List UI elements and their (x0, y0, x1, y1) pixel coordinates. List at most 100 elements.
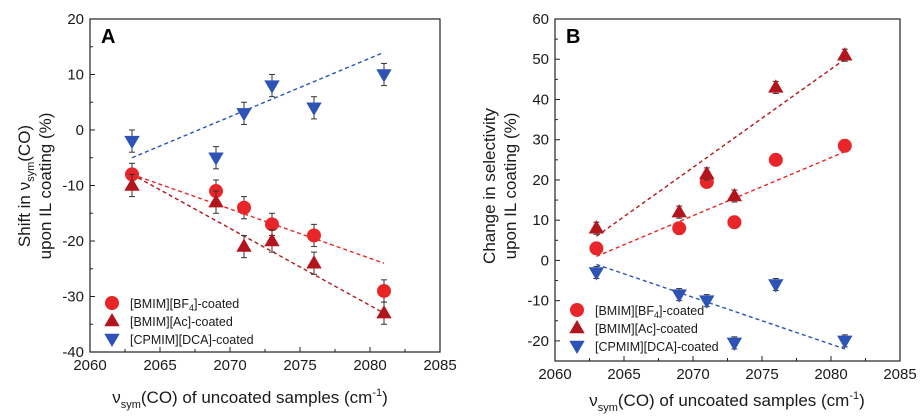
data-point (727, 215, 742, 230)
x-tick-label: 2075 (745, 366, 778, 383)
fit-line (131, 173, 385, 314)
fit-line (596, 263, 846, 350)
x-tick-label: 2075 (283, 357, 316, 374)
y-tick-label: 10 (532, 212, 549, 229)
y-tick-label: -40 (62, 344, 84, 361)
x-tick-label: 2080 (353, 357, 386, 374)
y-tick-label: 30 (532, 132, 549, 149)
data-point (726, 337, 743, 351)
y-tick-label: 10 (67, 67, 84, 84)
data-point (671, 204, 687, 218)
data-point (264, 232, 280, 247)
legend-marker (569, 340, 585, 355)
data-point (671, 289, 687, 303)
data-point (376, 305, 392, 319)
panel-a-xlabel-sub: sym (121, 399, 141, 411)
legend-label: [CPMIM][DCA]-coated (595, 340, 719, 354)
data-point (588, 220, 605, 234)
legend-label-post: ]-coated (659, 304, 704, 318)
data-point (264, 80, 280, 94)
data-point (588, 267, 605, 281)
panel-a-xlabel: νsym(CO) of uncoated samples (cm-1) (112, 387, 388, 411)
panel-b-xlabel-sup: -1 (849, 390, 859, 402)
data-point (208, 152, 224, 166)
panel-a-ylabel: Shift in νsym(CO) (15, 125, 37, 247)
data-point (124, 177, 140, 191)
fit-line (131, 51, 385, 159)
data-point (236, 238, 252, 252)
panel-a: Shift in νsym(CO) upon IL coating (%) νs… (15, 11, 457, 411)
panel-a-ylabel-sub: sym (25, 162, 37, 182)
data-point (726, 187, 743, 202)
y-tick-label: 0 (541, 252, 549, 269)
legend-label-sub: 4 (654, 310, 659, 320)
fit-line (595, 58, 846, 237)
y-tick-label: -20 (62, 233, 84, 250)
x-tick-label: 2065 (607, 366, 640, 383)
data-point (124, 135, 140, 150)
panel-a-ylabel-line2: upon IL coating (%) (36, 113, 55, 260)
y-tick-label: 40 (532, 91, 549, 108)
data-point (307, 228, 321, 243)
y-tick-label: -30 (62, 289, 84, 306)
legend-label: [BMIM][Ac]-coated (130, 315, 233, 329)
data-point (672, 221, 687, 236)
x-tick-label: 2060 (538, 366, 571, 383)
panel-b: Change in selectivity upon IL coating (%… (480, 11, 917, 414)
data-point (768, 279, 784, 293)
data-point (265, 217, 279, 232)
panel-a-xlabel-main: (CO) of uncoated samples (cm (141, 388, 372, 407)
legend-marker (570, 303, 584, 317)
x-tick-label: 2065 (143, 357, 176, 374)
data-point (306, 102, 322, 116)
x-tick-label: 2070 (213, 357, 246, 374)
legend-label-pre: [BMIM][BF (595, 304, 654, 318)
data-point (699, 295, 715, 309)
panel-b-ylabel-line2: upon IL coating (%) (501, 113, 520, 260)
x-tick-label: 2070 (676, 366, 709, 383)
legend-label: [BMIM][Ac]-coated (595, 322, 698, 336)
legend-marker (105, 296, 119, 310)
y-tick-label: 50 (532, 51, 549, 68)
x-tick-label: 2060 (73, 357, 106, 374)
y-tick-label: 60 (532, 11, 549, 28)
legend-label-pre: [BMIM][BF (130, 297, 189, 311)
panel-b-xlabel-nu: ν (589, 391, 598, 410)
panel-a-xlabel-nu: ν (112, 388, 121, 407)
legend-marker (104, 312, 120, 327)
data-point (837, 47, 853, 61)
panel-letter: B (566, 26, 580, 48)
legend-marker (569, 319, 585, 334)
y-tick-label: 20 (532, 172, 549, 189)
panel-a-ylabel-pre: Shift in ν (15, 182, 34, 247)
data-point (237, 200, 251, 215)
data-point (377, 283, 391, 298)
panel-b-xlabel: νsym(CO) of uncoated samples (cm-1) (589, 390, 865, 414)
panel-b-xlabel-main: (CO) of uncoated samples (cm (618, 391, 849, 410)
legend-label: [BMIM][BF4]-coated (130, 297, 239, 313)
panel-b-xlabel-close: ) (859, 391, 865, 410)
x-tick-label: 2080 (814, 366, 847, 383)
data-point (589, 241, 604, 256)
fit-line (131, 173, 385, 264)
y-tick-label: -20 (527, 333, 549, 350)
data-point (768, 152, 783, 167)
data-point (208, 194, 224, 208)
data-point (306, 255, 322, 269)
y-tick-label: 0 (76, 122, 84, 139)
legend-label-post: ]-coated (194, 297, 239, 311)
data-point (837, 335, 853, 349)
legend-label: [CPMIM][DCA]-coated (130, 333, 254, 347)
fit-line (596, 151, 846, 258)
legend-label: [BMIM][BF4]-coated (595, 304, 704, 320)
x-tick-label: 2085 (423, 357, 456, 374)
panel-letter: A (101, 26, 115, 48)
y-tick-label: -10 (527, 293, 549, 310)
y-tick-label: 20 (67, 11, 84, 28)
data-point (236, 108, 252, 122)
legend-marker (104, 333, 120, 348)
data-point (768, 79, 784, 93)
data-point (376, 69, 392, 83)
panel-a-xlabel-sup: -1 (372, 387, 382, 399)
